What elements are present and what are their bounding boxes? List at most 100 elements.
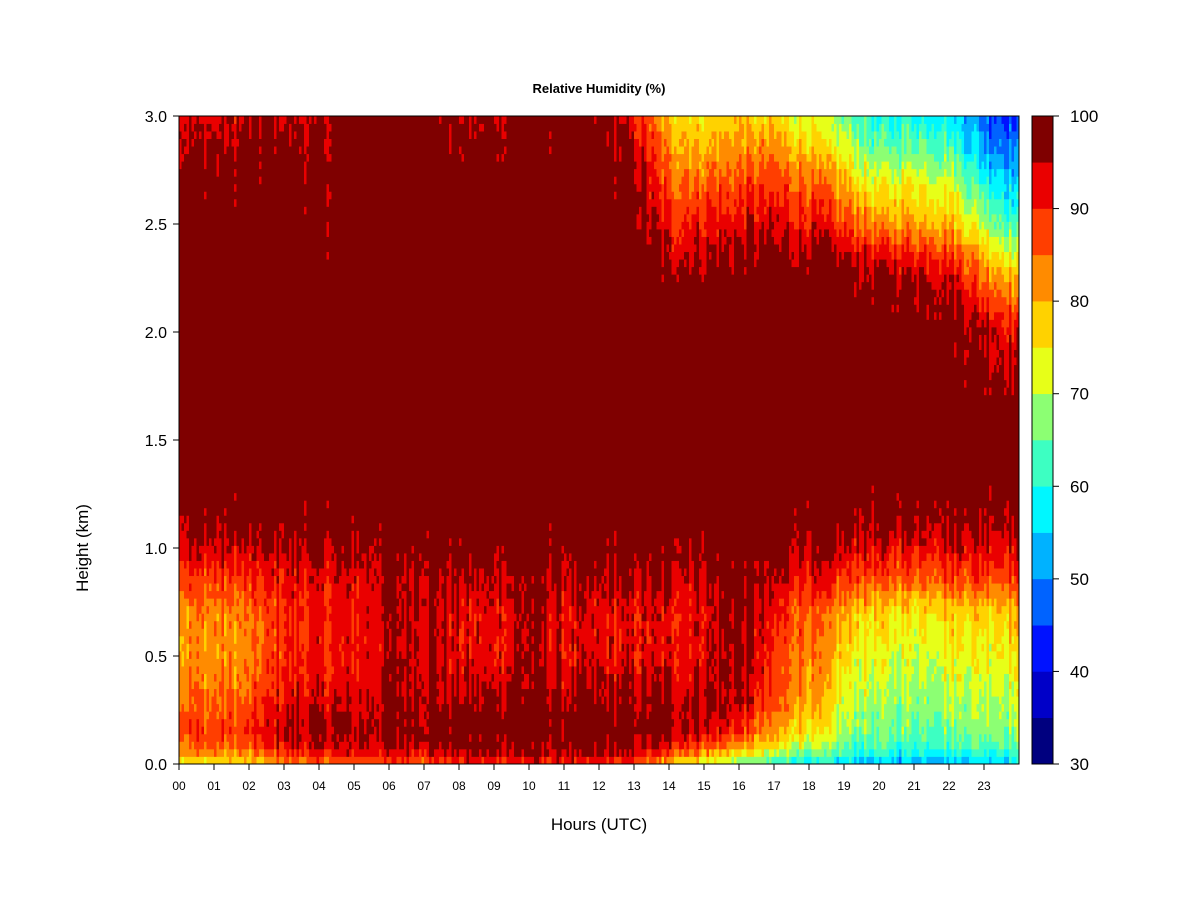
heatmap-cell xyxy=(894,756,897,765)
heatmap-cell xyxy=(926,650,930,659)
heatmap-cell xyxy=(666,643,670,667)
heatmap-cell xyxy=(374,545,377,554)
heatmap-cell xyxy=(729,748,732,757)
heatmap-cell xyxy=(814,198,817,222)
heatmap-cell xyxy=(989,138,992,155)
heatmap-cell xyxy=(561,560,565,592)
heatmap-cell xyxy=(1016,198,1020,207)
heatmap-cell xyxy=(606,628,610,637)
heatmap-cell xyxy=(934,748,937,757)
heatmap-cell xyxy=(499,673,502,682)
heatmap-cell xyxy=(409,673,412,682)
heatmap-cell xyxy=(434,748,437,765)
heatmap-cell xyxy=(744,756,747,765)
heatmap-cell xyxy=(779,168,782,207)
heatmap-cell xyxy=(831,153,835,162)
heatmap-cell xyxy=(951,598,955,607)
heatmap-cell xyxy=(346,756,350,765)
heatmap-cell xyxy=(659,673,662,682)
heatmap-cell xyxy=(791,161,795,192)
heatmap-cell xyxy=(521,681,525,690)
heatmap-cell xyxy=(944,658,947,667)
heatmap-cell xyxy=(754,153,757,185)
heatmap-cell xyxy=(964,334,967,350)
heatmap-cell xyxy=(619,161,622,577)
heatmap-cell xyxy=(191,138,195,147)
heatmap-cell xyxy=(784,131,787,170)
heatmap-cell xyxy=(259,146,262,155)
heatmap-cell xyxy=(624,123,627,599)
heatmap-cell xyxy=(219,711,222,750)
heatmap-cell xyxy=(574,643,577,667)
heatmap-cell xyxy=(961,530,965,546)
heatmap-cell xyxy=(511,590,515,599)
heatmap-cell xyxy=(631,756,635,765)
heatmap-cell xyxy=(246,605,250,614)
heatmap-cell xyxy=(504,620,507,629)
heatmap-cell xyxy=(514,613,517,622)
heatmap-cell xyxy=(984,560,987,584)
heatmap-cell xyxy=(909,733,912,757)
y-tick-label: 1.0 xyxy=(145,541,167,558)
heatmap-cell xyxy=(976,311,980,320)
heatmap-cell xyxy=(934,613,937,659)
heatmap-cell xyxy=(531,681,535,690)
heatmap-cell xyxy=(636,191,640,215)
heatmap-cell xyxy=(871,206,875,222)
heatmap-cell xyxy=(764,583,767,644)
heatmap-cell xyxy=(906,666,910,712)
heatmap-cell xyxy=(904,583,907,592)
heatmap-cell xyxy=(409,756,412,765)
heatmap-cell xyxy=(651,620,655,629)
heatmap-cell xyxy=(1006,598,1010,614)
heatmap-cell xyxy=(429,756,432,765)
heatmap-cell xyxy=(619,116,622,124)
heatmap-cell xyxy=(1009,116,1012,124)
heatmap-cell xyxy=(571,650,575,667)
heatmap-cell xyxy=(811,191,815,222)
heatmap-cell xyxy=(261,726,265,742)
heatmap-cell xyxy=(741,206,745,215)
heatmap-cell xyxy=(736,733,740,742)
heatmap-cell xyxy=(306,650,310,674)
x-tick-label: 04 xyxy=(312,779,326,793)
heatmap-cell xyxy=(234,650,237,659)
heatmap-cell xyxy=(701,560,705,607)
heatmap-cell xyxy=(914,522,917,531)
heatmap-cell xyxy=(989,733,992,750)
heatmap-cell xyxy=(334,116,337,554)
heatmap-cell xyxy=(271,681,275,690)
heatmap-cell xyxy=(569,605,572,622)
heatmap-cell xyxy=(294,116,297,124)
heatmap-cell xyxy=(181,666,185,705)
heatmap-cell xyxy=(251,553,255,561)
heatmap-cell xyxy=(804,748,807,757)
heatmap-cell xyxy=(699,650,702,659)
heatmap-cell xyxy=(661,274,665,283)
heatmap-cell xyxy=(819,168,822,200)
heatmap-cell xyxy=(874,756,877,765)
heatmap-cell xyxy=(926,575,930,592)
heatmap-cell xyxy=(796,530,800,539)
heatmap-cell xyxy=(1004,191,1007,200)
heatmap-cell xyxy=(859,229,862,253)
heatmap-cell xyxy=(814,183,817,200)
heatmap-cell xyxy=(829,161,832,170)
heatmap-cell xyxy=(959,568,962,599)
heatmap-cell xyxy=(329,643,332,652)
heatmap-cell xyxy=(989,289,992,320)
heatmap-cell xyxy=(846,251,850,546)
heatmap-cell xyxy=(831,131,835,155)
heatmap-cell xyxy=(784,748,787,757)
heatmap-cell xyxy=(936,748,940,757)
heatmap-cell xyxy=(426,568,430,577)
heatmap-cell xyxy=(324,138,327,155)
heatmap-cell xyxy=(774,583,777,614)
heatmap-cell xyxy=(349,711,352,735)
heatmap-cell xyxy=(424,568,427,577)
heatmap-cell xyxy=(339,650,342,697)
heatmap-cell xyxy=(246,613,250,622)
heatmap-cell xyxy=(859,553,862,584)
heatmap-cell xyxy=(659,183,662,192)
heatmap-cell xyxy=(969,229,972,245)
